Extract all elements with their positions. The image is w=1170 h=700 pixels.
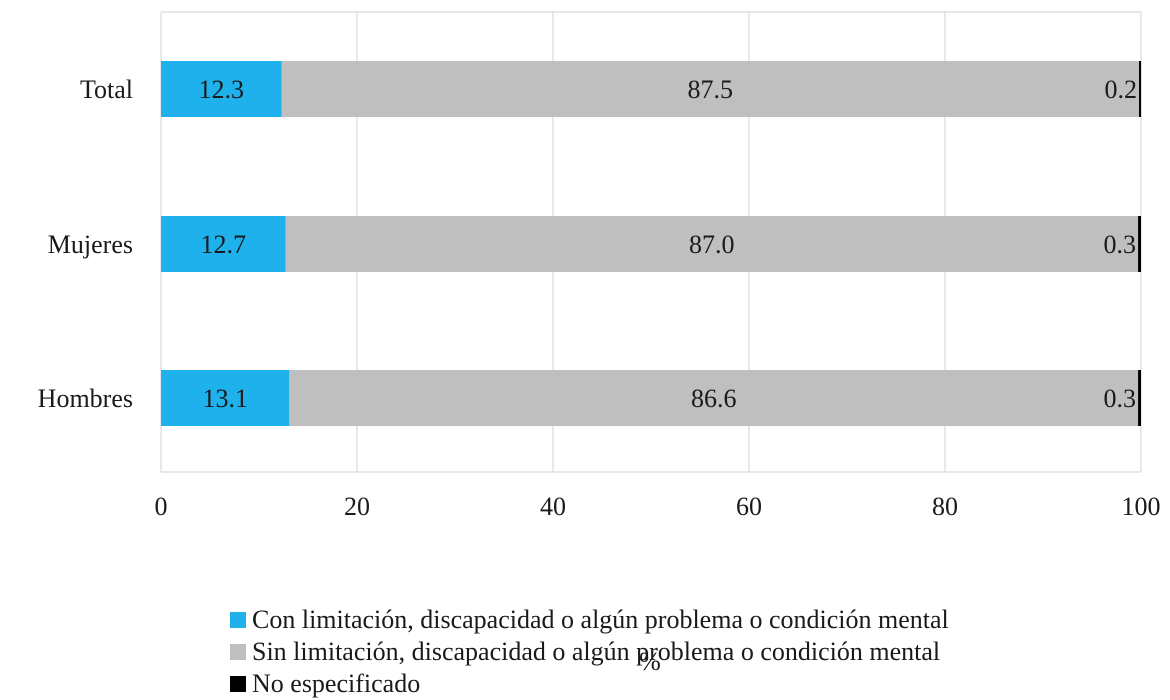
bar-total-series-2 [1139, 61, 1142, 117]
data-label-mujeres-series-0: 12.7 [200, 230, 246, 259]
bar-chart: 12.3 87.5 0.2 12.7 87.0 0.3 13.1 86.6 0.3 0 20 40 6… [38, 11, 1161, 676]
data-labels: 12.3 87.5 0.2 12.7 87.0 0.3 13.1 86.6 0.3 [199, 75, 1138, 413]
legend-swatch [230, 644, 246, 660]
x-tick-label-0: 0 [155, 492, 168, 521]
data-label-hombres-series-0: 13.1 [202, 384, 248, 413]
legend-swatch [230, 612, 246, 628]
bar-total-series-0 [161, 61, 282, 117]
legend-item-no-especificado: No especificado [230, 668, 949, 700]
data-label-hombres-series-1: 86.6 [691, 384, 737, 413]
data-label-total-series-1: 87.5 [688, 75, 734, 104]
x-tick-label-100: 100 [1122, 492, 1161, 521]
category-label-mujeres: Mujeres [48, 230, 133, 259]
data-label-total-series-0: 12.3 [199, 75, 245, 104]
bar-hombres-series-0 [161, 370, 290, 426]
legend: Con limitación, discapacidad o algún pro… [230, 604, 949, 700]
bar-hombres-series-2 [1138, 370, 1141, 426]
legend-label: Sin limitación, discapacidad o algún pro… [252, 637, 941, 666]
data-label-total-series-2: 0.2 [1105, 75, 1138, 104]
x-tick-label-60: 60 [736, 492, 762, 521]
x-tick-label-40: 40 [540, 492, 566, 521]
category-label-hombres: Hombres [38, 384, 133, 413]
bar-group [161, 61, 1142, 426]
bar-mujeres-series-0 [161, 216, 286, 272]
legend-swatch [230, 676, 246, 692]
category-label-total: Total [80, 75, 133, 104]
x-axis-label: % [639, 647, 661, 676]
legend-label: No especificado [252, 669, 421, 698]
x-axis-ticks: 0 20 40 60 80 100 [155, 492, 1161, 521]
data-label-mujeres-series-2: 0.3 [1104, 230, 1137, 259]
bar-total-series-1 [281, 61, 1140, 117]
x-tick-label-80: 80 [932, 492, 958, 521]
bar-mujeres-series-2 [1138, 216, 1141, 272]
x-tick-label-20: 20 [344, 492, 370, 521]
bar-mujeres-series-1 [285, 216, 1139, 272]
bar-hombres-series-1 [289, 370, 1139, 426]
legend-item-sin-limitacion: Sin limitación, discapacidad o algún pro… [230, 636, 949, 668]
legend-label: Con limitación, discapacidad o algún pro… [252, 605, 949, 634]
data-label-mujeres-series-1: 87.0 [689, 230, 735, 259]
data-label-hombres-series-2: 0.3 [1104, 384, 1137, 413]
legend-item-con-limitacion: Con limitación, discapacidad o algún pro… [230, 604, 949, 636]
category-labels: Total Mujeres Hombres [38, 75, 133, 413]
